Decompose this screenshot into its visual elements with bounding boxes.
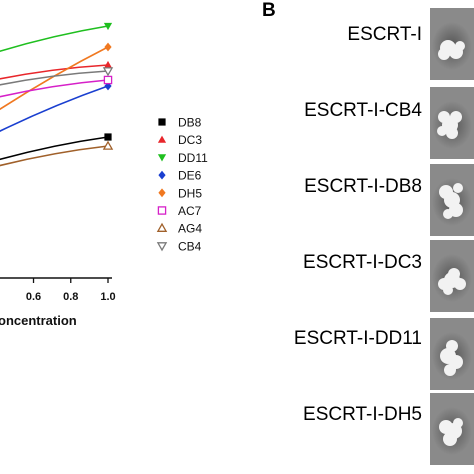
legend-item-dd11: DD11 [157,151,208,165]
series-line-dd11 [0,25,109,53]
data-point-ag4 [102,140,114,150]
data-point-ac7 [103,75,113,85]
particle-density [454,278,466,290]
data-point-cb4 [102,67,114,77]
legend-marker [156,242,168,252]
x-tick-label: 0.8 [63,291,78,303]
micrograph-image [430,240,474,312]
particle-density [443,432,457,446]
series-line-de6 [0,85,109,132]
row-label-escrt-i-dh5: ESCRT-I-DH5 [303,404,422,425]
legend-label: DC3 [178,133,202,147]
legend-label: DE6 [178,169,202,183]
plot-area [0,22,114,167]
panel-b-letter: B [262,0,276,21]
particle-density [438,48,450,60]
data-point-dh5 [104,42,112,52]
legend-item-db8: DB8 [158,116,202,130]
data-point-dd11 [103,22,113,31]
particle-density [450,111,462,123]
row-label-escrt-i-dd11: ESCRT-I-DD11 [293,328,422,349]
legend-label: AG4 [178,222,202,236]
particle-density [443,209,453,219]
x-tick-label: 1.0 [100,291,115,303]
row-label-escrt-i: ESCRT-I [347,24,422,45]
legend-marker [157,206,167,215]
series-line-ag4 [0,145,109,167]
series-line-dc3 [0,64,109,80]
micrograph-image [430,318,474,390]
legend-marker [157,135,167,143]
micrograph-image [430,393,474,465]
series-line-dh5 [0,46,109,111]
legend-marker [158,170,166,180]
micrograph-image [430,8,474,80]
legend-marker [158,118,166,126]
particle-density [446,127,458,139]
legend-marker [158,188,166,198]
legend-item-de6: DE6 [158,169,202,183]
legend-label: DB8 [178,116,202,130]
legend-item-dh5: DH5 [158,186,202,200]
particle-density [453,418,463,428]
legend-marker [157,154,167,162]
micrograph-image [430,164,474,236]
particle-density [453,183,463,193]
legend-label: DH5 [178,186,202,200]
particle-density [437,126,447,136]
series-line-cb4 [0,70,109,86]
legend-label: DD11 [178,151,208,165]
row-label-escrt-i-db8: ESCRT-I-DB8 [304,176,422,197]
legend: DB8 DC3 DD11 DE6 DH5 AC7 AG4 CB4 [156,116,208,253]
particle-density [443,285,453,295]
legend-marker [156,222,168,232]
legend-item-ag4: AG4 [156,222,202,236]
row-label-escrt-i-dc3: ESCRT-I-DC3 [303,252,422,273]
legend-label: CB4 [178,239,202,253]
data-point-de6 [104,81,112,91]
particle-density [455,41,465,51]
micrograph-image [430,87,474,159]
data-point-db8 [104,133,112,141]
series-line-ac7 [0,79,109,98]
x-tick-label: 0.6 [26,291,41,303]
line-chart: 0.6 0.8 1.0 oncentration DB8 DC3 DD11 DE6 DH5 A… [0,22,208,328]
row-label-escrt-i-cb4: ESCRT-I-CB4 [304,100,422,121]
legend-item-ac7: AC7 [157,204,202,218]
series-line-db8 [0,136,109,161]
legend-item-dc3: DC3 [157,133,202,147]
data-point-dc3 [103,60,113,69]
particle-density [448,268,460,280]
legend-label: AC7 [178,204,202,218]
legend-item-cb4: CB4 [156,239,202,253]
particle-density [444,364,456,376]
x-axis-label: oncentration [0,313,77,328]
x-axis-ticks: 0.6 0.8 1.0 [26,278,116,303]
